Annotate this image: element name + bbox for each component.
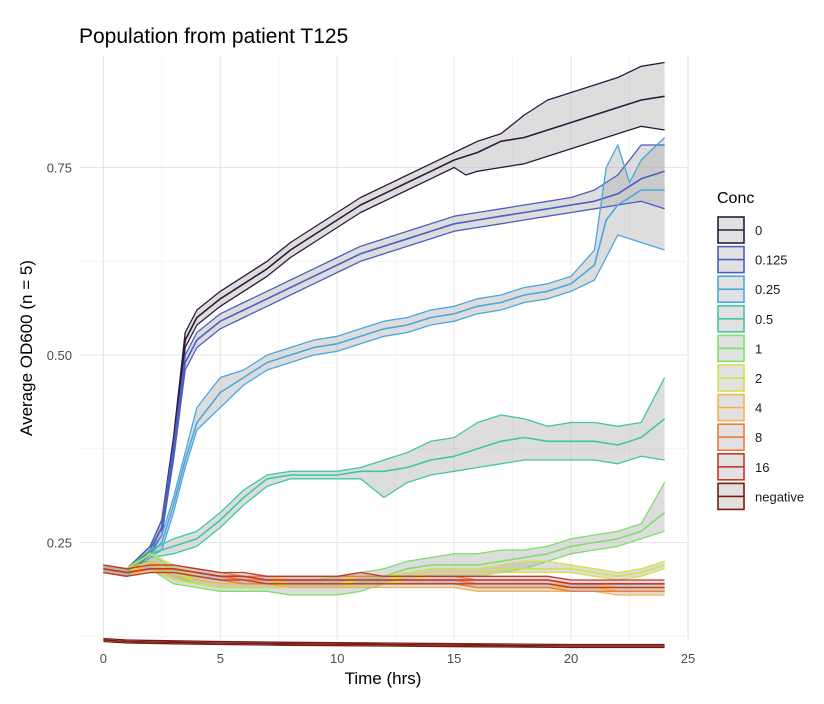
- y-axis-ticks: 0.25 0.50 0.75: [47, 161, 72, 551]
- x-tick-label: 25: [681, 651, 695, 666]
- y-tick-label: 0.50: [47, 348, 72, 363]
- legend-label: 16: [755, 460, 769, 475]
- ribbon-4: [103, 561, 665, 595]
- legend-label: 0.5: [755, 312, 773, 327]
- legend-item: 8: [717, 423, 762, 452]
- x-tick-label: 20: [564, 651, 578, 666]
- ribbon-8: [103, 565, 665, 592]
- series-negative-lower: [103, 640, 665, 649]
- legend-item: 1: [717, 334, 762, 363]
- ribbon-2: [103, 553, 665, 588]
- x-tick-label: 5: [217, 651, 224, 666]
- x-tick-label: 10: [330, 651, 344, 666]
- legend-label: 0.25: [755, 282, 780, 297]
- series-0.5-upper: [103, 377, 666, 570]
- series-16-upper: [103, 564, 665, 581]
- x-tick-label: 0: [100, 651, 107, 666]
- ribbon-1: [103, 482, 665, 595]
- ribbon-16: [103, 565, 665, 588]
- ribbon-0.5: [103, 377, 665, 577]
- legend-label: 4: [755, 401, 762, 416]
- legend-item: 0.5: [717, 304, 773, 333]
- y-tick-label: 0.75: [47, 161, 72, 176]
- legend-label: 2: [755, 371, 762, 386]
- legend-item: 0.125: [717, 245, 788, 274]
- x-axis-ticks: 0 5 10 15 20 25: [100, 651, 695, 666]
- legend-item: 0.25: [717, 275, 780, 304]
- legend-label: negative: [755, 489, 804, 504]
- y-tick-label: 0.25: [47, 536, 72, 551]
- legend-item: 4: [717, 393, 762, 422]
- legend-label: 1: [755, 341, 762, 356]
- series-0.5-lower: [103, 455, 665, 577]
- legend: Conc 0 0.125 0.25 0.5 1 2 4 8 16 negative: [717, 190, 804, 511]
- legend-item: 16: [717, 452, 769, 481]
- legend-item: negative: [717, 482, 804, 511]
- legend-item: 0: [717, 216, 762, 244]
- legend-label: 8: [755, 430, 762, 445]
- legend-title: Conc: [717, 190, 754, 207]
- series-lines: [103, 61, 666, 649]
- series-0.125-upper: [103, 144, 665, 570]
- series-0.25-mean: [103, 189, 665, 574]
- ribbon-0.125: [103, 145, 665, 577]
- ribbon-0: [103, 62, 665, 577]
- chart-title: Population from patient T125: [79, 25, 348, 48]
- series-0.25-upper: [103, 137, 666, 570]
- series-0.125-lower: [103, 200, 665, 577]
- series-negative-upper: [103, 637, 665, 646]
- legend-item: 2: [717, 364, 762, 392]
- x-tick-label: 15: [447, 651, 461, 666]
- series-0.125-mean: [103, 170, 665, 574]
- y-axis-title: Average OD600 (n = 5): [17, 260, 36, 436]
- series-negative-mean: [103, 639, 665, 647]
- series-0.25-lower: [103, 234, 665, 577]
- series-0-upper: [103, 61, 665, 570]
- series-16-lower: [103, 571, 665, 589]
- series-16-mean: [103, 567, 665, 585]
- legend-label: 0.125: [755, 253, 788, 268]
- x-axis-title: Time (hrs): [345, 669, 422, 688]
- series-0.5-mean: [103, 418, 666, 574]
- legend-label: 0: [755, 223, 762, 238]
